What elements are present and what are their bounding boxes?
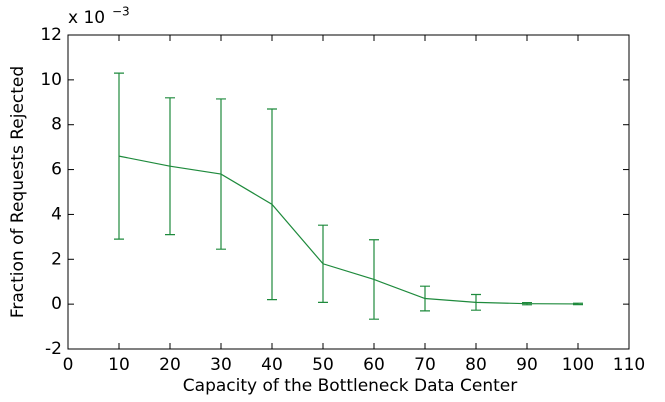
error-bar: [369, 239, 379, 320]
x-tick-label: 10: [108, 355, 130, 375]
x-axis-label: Capacity of the Bottleneck Data Center: [183, 376, 517, 396]
x-tick-label: 100: [562, 355, 594, 375]
y-tick-label: -2: [45, 339, 62, 359]
x-tick-label: 80: [465, 355, 487, 375]
x-tick-label: 70: [414, 355, 436, 375]
y-tick-label: 8: [51, 115, 62, 135]
x-tick-label: 60: [363, 355, 385, 375]
x-tick-label: 40: [261, 355, 283, 375]
y-multiplier: x 10: [68, 8, 105, 28]
x-tick-label: 90: [516, 355, 538, 375]
x-tick-label: 110: [613, 355, 645, 375]
error-bar: [522, 301, 532, 306]
y-tick-label: 0: [51, 294, 62, 314]
x-tick-label: 30: [210, 355, 232, 375]
plot-frame: [67, 34, 630, 350]
x-tick-label: 0: [63, 355, 74, 375]
error-bar: [471, 293, 481, 311]
y-tick-label: 10: [40, 70, 62, 90]
error-bar: [165, 97, 175, 236]
y-tick-label: 6: [51, 160, 62, 180]
y-tick-label: 2: [51, 249, 62, 269]
x-tick-label: 50: [312, 355, 334, 375]
error-bar: [216, 98, 226, 250]
series-line: [118, 155, 579, 305]
y-exponent: −3: [112, 5, 130, 19]
y-axis-label: Fraction of Requests Rejected: [8, 66, 28, 318]
y-tick-label: 4: [51, 204, 62, 224]
error-bar: [420, 285, 430, 312]
error-bar: [318, 224, 328, 303]
x-tick-label: 20: [159, 355, 181, 375]
y-tick-label: 12: [40, 25, 62, 45]
error-bar: [114, 72, 124, 240]
error-bar: [573, 302, 583, 306]
error-bar: [267, 108, 277, 301]
